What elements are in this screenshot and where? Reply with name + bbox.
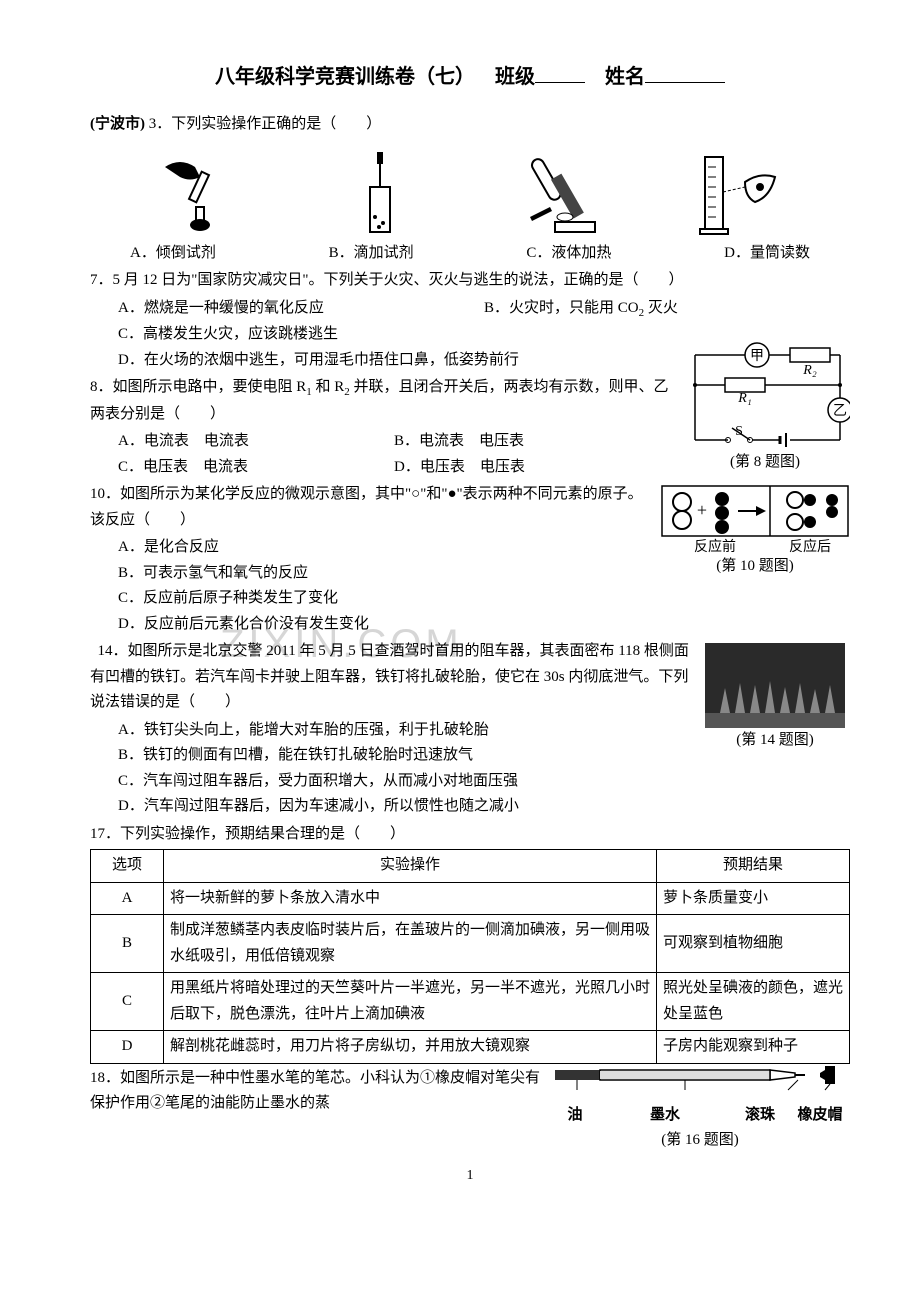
q14-figure: (第 14 题图) — [700, 643, 850, 754]
svg-text:S: S — [735, 424, 743, 439]
cell-res: 照光处呈碘液的颜色，遮光处呈蓝色 — [657, 973, 850, 1031]
q3-img-d — [680, 147, 800, 237]
table-row: A 将一块新鲜的萝卜条放入清水中 萝卜条质量变小 — [91, 882, 850, 915]
table-row: C 用黑纸片将暗处理过的天竺葵叶片一半遮光，另一半不遮光，光照几小时后取下，脱色… — [91, 973, 850, 1031]
th-op: 实验操作 — [164, 850, 657, 883]
q10-opt-c: C．反应前后原子种类发生了变化 — [90, 586, 850, 612]
q3-text: 下列实验操作正确的是（ ） — [171, 116, 381, 132]
label-moshui: 墨水 — [600, 1103, 730, 1129]
q7-opt-b: B．火灾时，只能用 CO2 灭火 — [484, 296, 850, 323]
svg-text:+: + — [697, 500, 707, 520]
q14-text: 如图所示是北京交警 2011 年 5 月 5 日查酒驾时首用的阻车器，其表面密布… — [90, 643, 689, 710]
q14-opt-d: D．汽车闯过阻车器后，因为车速减小，所以惯性也随之减小 — [90, 794, 850, 820]
name-label: 姓名 — [605, 66, 645, 88]
q18-pen-icon — [550, 1058, 850, 1103]
q8-pre: 如图所示电路中，要使电阻 R — [113, 379, 307, 395]
svg-text:R₁: R₁ — [737, 391, 751, 406]
q17-stem: 17．下列实验操作，预期结果合理的是（ ） — [90, 822, 850, 848]
table-header-row: 选项 实验操作 预期结果 — [91, 850, 850, 883]
name-blank — [645, 60, 725, 83]
q3-options: A．倾倒试剂 B．滴加试剂 C．液体加热 D．量筒读数 — [90, 241, 850, 267]
q8-num: 8． — [90, 379, 113, 395]
cell-res: 萝卜条质量变小 — [657, 882, 850, 915]
label-you: 油 — [550, 1103, 600, 1129]
page-number: 1 — [90, 1164, 850, 1188]
cell-op: 用黑纸片将暗处理过的天竺葵叶片一半遮光，另一半不遮光，光照几小时后取下，脱色漂洗… — [164, 973, 657, 1031]
q3-opt-c: C．液体加热 — [526, 241, 611, 267]
svg-text:反应后: 反应后 — [789, 538, 831, 554]
q3-opt-d: D．量筒读数 — [724, 241, 810, 267]
q7-opt-a: A．燃烧是一种缓慢的氧化反应 — [118, 296, 484, 323]
q8-mid: 和 R — [312, 379, 345, 395]
q8-row2: C．电压表 电流表 D．电压表 电压表 — [90, 455, 670, 481]
q18-caption: (第 16 题图) — [550, 1128, 850, 1154]
q3-img-b — [320, 147, 440, 237]
table-row: D 解剖桃花雌蕊时，用刀片将子房纵切，并用放大镜观察 子房内能观察到种子 — [91, 1031, 850, 1064]
table-row: B 制成洋葱鳞茎内表皮临时装片后，在盖玻片的一侧滴加碘液，另一侧用吸水纸吸引，用… — [91, 915, 850, 973]
q3-img-a — [140, 147, 260, 237]
q7-opt-b-post: 灭火 — [644, 300, 678, 316]
q7-row1: A．燃烧是一种缓慢的氧化反应 B．火灾时，只能用 CO2 灭火 — [90, 296, 850, 323]
q8-opt-b: B．电流表 电压表 — [394, 429, 670, 455]
q10-reaction-icon: + 反应前 反应后 — [660, 484, 850, 554]
q3-opt-a: A．倾倒试剂 — [130, 241, 216, 267]
q8-figure: 甲 R₂ 乙 S R₁ (第 8 题图) — [680, 340, 850, 476]
cell-opt: C — [91, 973, 164, 1031]
cell-opt: A — [91, 882, 164, 915]
q3-img-c — [500, 147, 620, 237]
q10-text: 如图所示为某化学反应的微观示意图，其中"○"和"●"表示两种不同元素的原子。该反… — [90, 486, 643, 528]
q3-prefix: (宁波市) — [90, 116, 145, 132]
th-res: 预期结果 — [657, 850, 850, 883]
svg-text:R₂: R₂ — [802, 363, 817, 378]
svg-text:反应前: 反应前 — [694, 538, 736, 554]
q8-opt-d: D．电压表 电压表 — [394, 455, 670, 481]
q7-stem: 7．5 月 12 日为"国家防灾减灾日"。下列关于火灾、灭火与逃生的说法，正确的… — [90, 268, 850, 294]
q8-caption: (第 8 题图) — [680, 450, 850, 476]
q18-figure: 油 墨水 滚珠 橡皮帽 (第 16 题图) — [550, 1058, 850, 1154]
cell-op: 将一块新鲜的萝卜条放入清水中 — [164, 882, 657, 915]
q14-caption: (第 14 题图) — [700, 728, 850, 754]
q10-figure: + 反应前 反应后 (第 10 题图) — [660, 484, 850, 580]
q14-opt-c: C．汽车闯过阻车器后，受力面积增大，从而减小对地面压强 — [90, 769, 850, 795]
q7-opt-b-pre: B．火灾时，只能用 CO — [484, 300, 639, 316]
cell-op: 制成洋葱鳞茎内表皮临时装片后，在盖玻片的一侧滴加碘液，另一侧用吸水纸吸引，用低倍… — [164, 915, 657, 973]
q8-row1: A．电流表 电流表 B．电流表 电压表 — [90, 429, 670, 455]
label-gunzhu: 滚珠 — [730, 1103, 790, 1129]
cell-opt: B — [91, 915, 164, 973]
q14-num: 14． — [98, 643, 128, 659]
cell-opt: D — [91, 1031, 164, 1064]
q18-num: 18． — [90, 1070, 120, 1086]
q17-num: 17． — [90, 826, 120, 842]
svg-text:甲: 甲 — [750, 349, 764, 364]
q17-table: 选项 实验操作 预期结果 A 将一块新鲜的萝卜条放入清水中 萝卜条质量变小 B … — [90, 849, 850, 1064]
q3-stem: (宁波市) 3．下列实验操作正确的是（ ） — [90, 112, 850, 138]
q10-num: 10． — [90, 486, 120, 502]
cell-res: 可观察到植物细胞 — [657, 915, 850, 973]
q17-text: 下列实验操作，预期结果合理的是（ ） — [120, 826, 405, 842]
q10-opt-d: D．反应前后元素化合价没有发生变化 — [90, 612, 850, 638]
q14-photo-icon — [705, 643, 845, 728]
q18-text: 如图所示是一种中性墨水笔的笔芯。小科认为①橡皮帽对笔尖有保护作用②笔尾的油能防止… — [90, 1070, 540, 1112]
q3-opt-b: B．滴加试剂 — [329, 241, 414, 267]
q10-caption: (第 10 题图) — [660, 554, 850, 580]
label-xiangpi: 橡皮帽 — [790, 1103, 850, 1129]
title-main: 八年级科学竞赛训练卷（七） — [215, 66, 475, 88]
q3-images — [90, 142, 850, 237]
svg-text:乙: 乙 — [833, 403, 847, 419]
title-row: 八年级科学竞赛训练卷（七） 班级 姓名 — [90, 60, 850, 94]
class-blank — [535, 60, 585, 83]
q8-opt-c: C．电压表 电流表 — [118, 455, 394, 481]
q7-num: 7． — [90, 272, 113, 288]
class-label: 班级 — [495, 66, 535, 88]
q7-text: 5 月 12 日为"国家防灾减灾日"。下列关于火灾、灭火与逃生的说法，正确的是（… — [113, 272, 684, 288]
th-opt: 选项 — [91, 850, 164, 883]
q8-circuit-icon: 甲 R₂ 乙 S R₁ — [680, 340, 850, 450]
q3-num: 3． — [149, 116, 172, 132]
q8-opt-a: A．电流表 电流表 — [118, 429, 394, 455]
